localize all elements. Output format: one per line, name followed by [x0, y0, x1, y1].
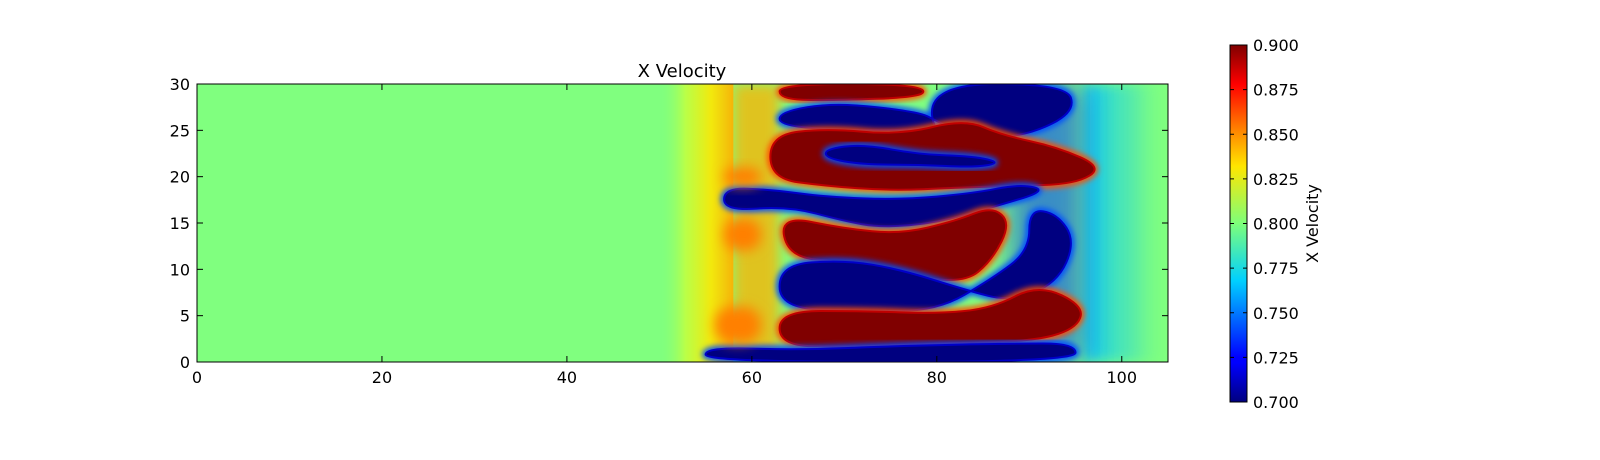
- high-velocity-lobe-0: [778, 84, 925, 102]
- x-tick-label: 0: [192, 368, 202, 387]
- x-tick-label: 80: [927, 368, 947, 387]
- chart-title: X Velocity: [638, 61, 727, 82]
- y-tick-label: 30: [170, 75, 190, 94]
- y-tick-label: 20: [170, 168, 190, 187]
- x-axis: 0 20 40 60 80 100: [192, 84, 1137, 387]
- colorbar-tick-label: 0.900: [1253, 36, 1299, 55]
- colorbar-tick-label: 0.750: [1253, 304, 1299, 323]
- colorbar-tick-label: 0.800: [1253, 215, 1299, 234]
- x-tick-label: 60: [742, 368, 762, 387]
- colorbar-ticks: 0.700 0.725 0.750 0.775 0.800 0.825 0.850 0.875…: [1230, 36, 1299, 412]
- y-tick-label: 5: [180, 307, 190, 326]
- y-tick-label: 0: [180, 353, 190, 372]
- plot-area: [196, 83, 1169, 363]
- low-velocity-lobe-8: [704, 342, 1077, 362]
- colorbar-tick-label: 0.775: [1253, 259, 1299, 278]
- low-velocity-lobe-3: [824, 144, 996, 168]
- colorbar-tick-label: 0.850: [1253, 125, 1299, 144]
- y-tick-label: 25: [170, 121, 190, 140]
- colorbar-tick-label: 0.700: [1253, 393, 1299, 412]
- recovery-band: [1084, 84, 1168, 362]
- colorbar-tick-label: 0.725: [1253, 348, 1299, 367]
- y-tick-label: 15: [170, 214, 190, 233]
- y-tick-label: 10: [170, 260, 190, 279]
- edge-structure-11: [714, 306, 762, 344]
- colorbar: 0.700 0.725 0.750 0.775 0.800 0.825 0.850 0.875…: [1229, 36, 1322, 412]
- x-tick-label: 40: [557, 368, 577, 387]
- edge-structure-9: [724, 167, 762, 186]
- x-tick-label: 20: [372, 368, 392, 387]
- x-tick-label: 100: [1106, 368, 1137, 387]
- colorbar-tick-label: 0.825: [1253, 170, 1299, 189]
- edge-structure-10: [724, 218, 762, 251]
- y-axis: 0 5 10 15 20 25 30: [170, 75, 1168, 372]
- colorbar-tick-label: 0.875: [1253, 81, 1299, 100]
- velocity-field: [659, 84, 1168, 362]
- colorbar-label: X Velocity: [1303, 184, 1322, 263]
